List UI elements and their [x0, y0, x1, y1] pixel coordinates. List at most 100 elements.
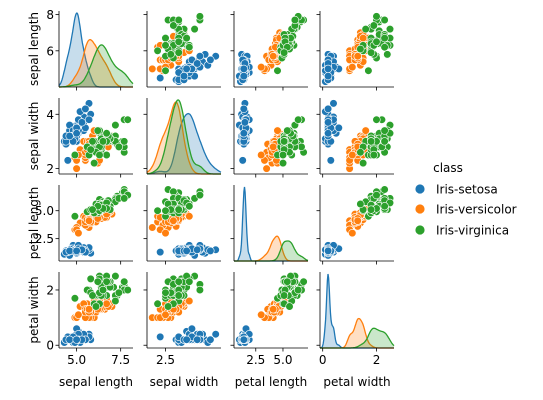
data-point-virginica [120, 277, 129, 286]
kde-line-versicolor [59, 39, 133, 88]
data-point-virginica [278, 150, 288, 160]
data-point-virginica [120, 137, 129, 146]
data-point-setosa [211, 330, 220, 339]
data-point-virginica [283, 277, 292, 286]
data-point-setosa [77, 118, 86, 127]
data-point-setosa [65, 131, 74, 141]
y-tick-label: 2 [46, 283, 54, 297]
data-point-virginica [70, 212, 79, 221]
panel-sepal-length-vs-sepal-width [143, 11, 221, 91]
kde-line-virginica [146, 99, 221, 175]
data-point-virginica [280, 48, 289, 57]
x-axis-title-petal-length: petal length [235, 375, 307, 389]
data-point-virginica [90, 159, 99, 168]
data-point-setosa [156, 248, 165, 257]
data-point-setosa [329, 99, 338, 108]
x-tick-label: 2 [373, 353, 381, 367]
panel-petal-length-vs-petal-length [230, 185, 309, 265]
data-point-virginica [383, 50, 392, 59]
data-point-virginica [153, 206, 162, 215]
data-point-virginica [161, 41, 170, 50]
data-point-virginica [98, 285, 108, 295]
x-tick-label: 5.0 [67, 353, 86, 367]
data-point-virginica [174, 291, 183, 300]
data-point-setosa [239, 104, 248, 113]
data-point-versicolor [169, 216, 178, 225]
data-point-virginica [380, 15, 389, 25]
data-point-virginica [299, 277, 308, 286]
data-point-setosa [72, 129, 81, 138]
data-point-setosa [324, 64, 333, 73]
data-point-virginica [102, 277, 111, 286]
data-point-setosa [193, 245, 202, 254]
data-point-virginica [98, 137, 108, 146]
data-point-virginica [70, 294, 79, 303]
data-point-virginica [385, 25, 395, 34]
data-point-setosa [156, 73, 165, 83]
data-point-virginica [153, 46, 162, 55]
kde-fill-versicolor [59, 39, 133, 87]
data-point-versicolor [148, 64, 157, 73]
data-point-setosa [206, 335, 215, 344]
y-tick-label: 0 [46, 339, 54, 353]
data-point-versicolor [353, 52, 362, 61]
kde-fill-setosa [147, 113, 221, 174]
data-point-setosa [187, 324, 196, 333]
panel-sepal-length-vs-petal-width [316, 11, 395, 91]
data-point-virginica [361, 25, 370, 34]
data-point-virginica [182, 33, 191, 43]
data-point-virginica [294, 285, 303, 295]
data-point-virginica [88, 205, 97, 214]
data-point-virginica [120, 194, 129, 203]
kde-fill-setosa [59, 13, 133, 87]
panel-petal-length-vs-sepal-width [143, 185, 221, 265]
legend-label-virginica: Iris-virginica [436, 224, 509, 238]
y-tick-label: 2.5 [35, 232, 54, 246]
data-point-setosa [324, 118, 333, 127]
data-point-virginica [185, 202, 194, 211]
x-tick-label: 7.5 [111, 353, 130, 367]
panel-sepal-length-vs-petal-length [230, 11, 308, 91]
data-point-virginica [111, 272, 120, 281]
kde-fill-versicolor [147, 102, 221, 174]
data-point-versicolor [348, 62, 357, 72]
data-point-setosa [324, 129, 333, 138]
kde-fill-versicolor [234, 236, 308, 261]
data-point-setosa [239, 71, 248, 81]
data-point-versicolor [257, 62, 266, 72]
data-point-setosa [239, 335, 248, 344]
data-point-setosa [156, 332, 165, 342]
x-tick-label: 5.0 [273, 353, 292, 367]
data-point-virginica [123, 115, 132, 124]
y-axis-title-sepal-width: sepal width [27, 102, 41, 171]
data-point-setosa [72, 335, 81, 344]
panel-petal-width-vs-petal-length: 2.5 5.0 [230, 272, 308, 367]
x-tick-label: 0 [319, 353, 327, 367]
data-point-virginica [114, 142, 123, 151]
data-point-versicolor [185, 212, 194, 221]
data-point-virginica [86, 145, 95, 154]
data-point-virginica [195, 12, 204, 21]
data-point-setosa [324, 104, 333, 113]
data-point-virginica [174, 48, 183, 57]
data-point-setosa [239, 64, 248, 73]
panel-sepal-width-vs-petal-length [230, 98, 308, 178]
data-point-virginica [273, 66, 282, 75]
legend-marker-versicolor [414, 203, 426, 215]
data-point-virginica [372, 191, 381, 200]
data-point-virginica [369, 21, 378, 30]
data-point-virginica [153, 299, 162, 308]
data-point-setosa [324, 246, 333, 255]
data-point-setosa [182, 64, 191, 73]
data-point-virginica [372, 115, 381, 124]
data-point-virginica [114, 288, 123, 297]
data-point-virginica [190, 25, 199, 34]
data-point-virginica [88, 291, 97, 300]
data-point-versicolor [102, 299, 111, 308]
data-point-virginica [161, 206, 170, 215]
y-tick-label: 4 [46, 108, 54, 122]
data-point-setosa [182, 246, 191, 255]
data-point-versicolor [74, 229, 83, 238]
y-axis-title-petal-width: petal width [27, 276, 41, 343]
